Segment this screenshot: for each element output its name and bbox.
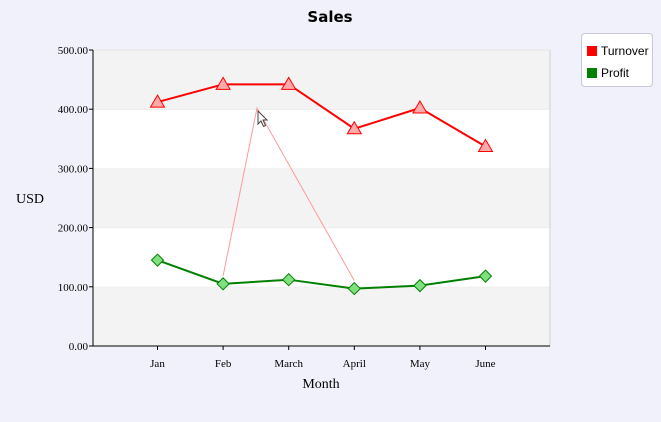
mouse-cursor-icon xyxy=(257,110,269,128)
marker-turnover xyxy=(346,120,363,135)
plot-band xyxy=(93,286,550,346)
legend-label-profit: Profit xyxy=(601,66,630,80)
tooltip-pointer-line xyxy=(222,106,355,281)
series-line-turnover xyxy=(157,83,487,148)
marker-profit xyxy=(150,253,165,267)
y-tick-label: 400.00 xyxy=(58,104,89,116)
y-tick-label: 200.00 xyxy=(58,223,89,235)
x-axis-label: Month xyxy=(302,377,339,392)
legend-swatch-profit xyxy=(587,68,597,78)
marker-turnover xyxy=(412,100,428,114)
x-tick-label: March xyxy=(274,358,303,370)
x-tick-label: April xyxy=(343,358,366,370)
legend-label-turnover: Turnover xyxy=(601,44,649,58)
x-tick-label: June xyxy=(475,358,495,370)
tooltip-pointer xyxy=(222,106,355,281)
marker-profit xyxy=(478,269,493,283)
marker-turnover xyxy=(149,94,166,108)
marker-profit xyxy=(216,277,230,291)
y-tick-label: 500.00 xyxy=(58,45,89,57)
chart-title: Sales xyxy=(307,8,352,26)
marker-profit xyxy=(281,272,296,287)
x-tick-label: May xyxy=(410,358,431,370)
x-axis-ticks: Jan Feb March April May June xyxy=(150,346,496,370)
series-line-profit xyxy=(157,259,486,290)
legend-item-turnover[interactable]: Turnover xyxy=(587,40,652,62)
y-axis-ticks: 0.00 100.00 200.00 300.00 400.00 500.00 xyxy=(58,45,93,353)
plot-band xyxy=(93,168,550,228)
marker-profit xyxy=(347,281,362,296)
y-axis-label: USD xyxy=(16,192,44,207)
marker-turnover xyxy=(215,76,231,90)
marker-profit xyxy=(413,278,427,293)
y-tick-label: 0.00 xyxy=(69,341,89,353)
legend-swatch-turnover xyxy=(587,46,597,56)
y-tick-label: 100.00 xyxy=(58,282,89,294)
legend-item-profit[interactable]: Profit xyxy=(587,62,652,84)
x-tick-label: Jan xyxy=(150,358,165,370)
y-tick-label: 300.00 xyxy=(58,163,89,175)
marker-turnover xyxy=(280,76,297,90)
plot-background xyxy=(93,49,551,346)
series-layer xyxy=(149,76,494,296)
legend: Turnover Profit xyxy=(581,33,653,87)
marker-turnover xyxy=(477,138,494,152)
plot-band xyxy=(93,109,550,169)
x-tick-label: Feb xyxy=(215,358,232,370)
